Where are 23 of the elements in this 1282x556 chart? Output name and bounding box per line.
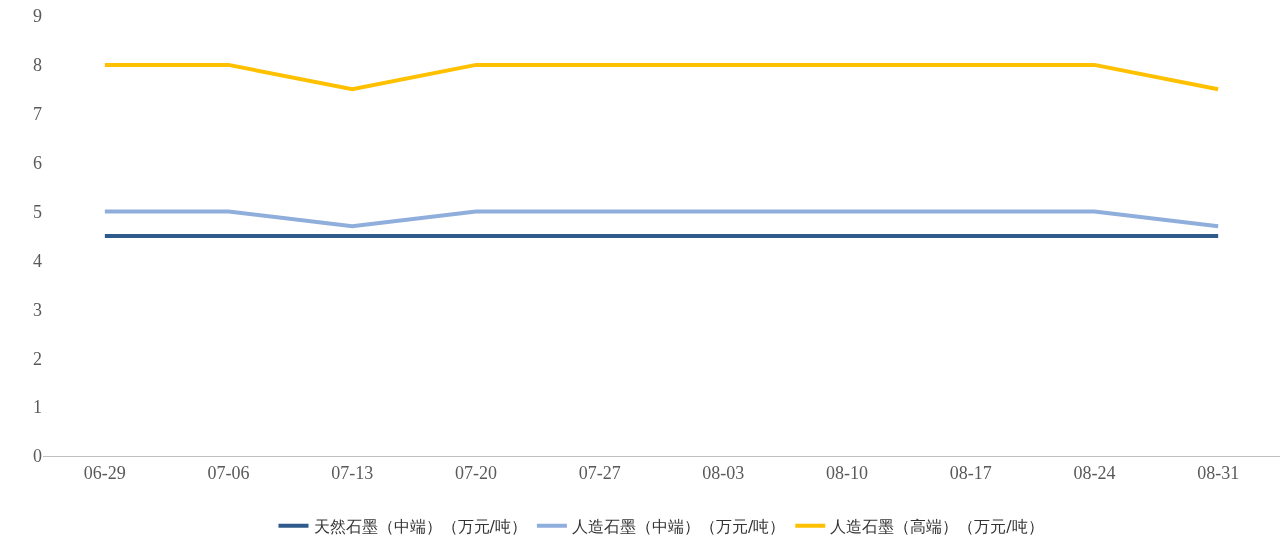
y-tick-label: 3 [33,299,42,320]
y-tick-label: 6 [33,152,42,173]
y-tick-label: 8 [33,55,42,76]
y-tick-label: 7 [33,104,42,125]
x-tick-label: 08-10 [826,462,869,483]
y-tick-label: 9 [33,6,42,27]
legend-label: 天然石墨（中端）（万元/吨） [313,516,527,536]
x-tick-label: 08-24 [1073,462,1116,483]
x-tick-label: 08-17 [949,462,992,483]
y-tick-label: 1 [33,397,42,418]
legend-label: 人造石墨（中端）（万元/吨） [571,516,786,536]
x-tick-label: 07-13 [331,462,374,483]
y-tick-label: 5 [33,201,42,222]
x-tick-label: 07-27 [578,462,621,483]
x-tick-label: 08-31 [1197,462,1240,483]
y-tick-label: 4 [33,250,42,271]
x-tick-label: 08-03 [702,462,745,483]
x-tick-label: 07-20 [454,462,497,483]
x-tick-label: 06-29 [83,462,126,483]
x-tick-label: 07-06 [207,462,250,483]
y-tick-label: 0 [33,446,42,467]
y-tick-label: 2 [33,348,42,369]
legend-label: 人造石墨（高端）（万元/吨） [830,516,1044,536]
